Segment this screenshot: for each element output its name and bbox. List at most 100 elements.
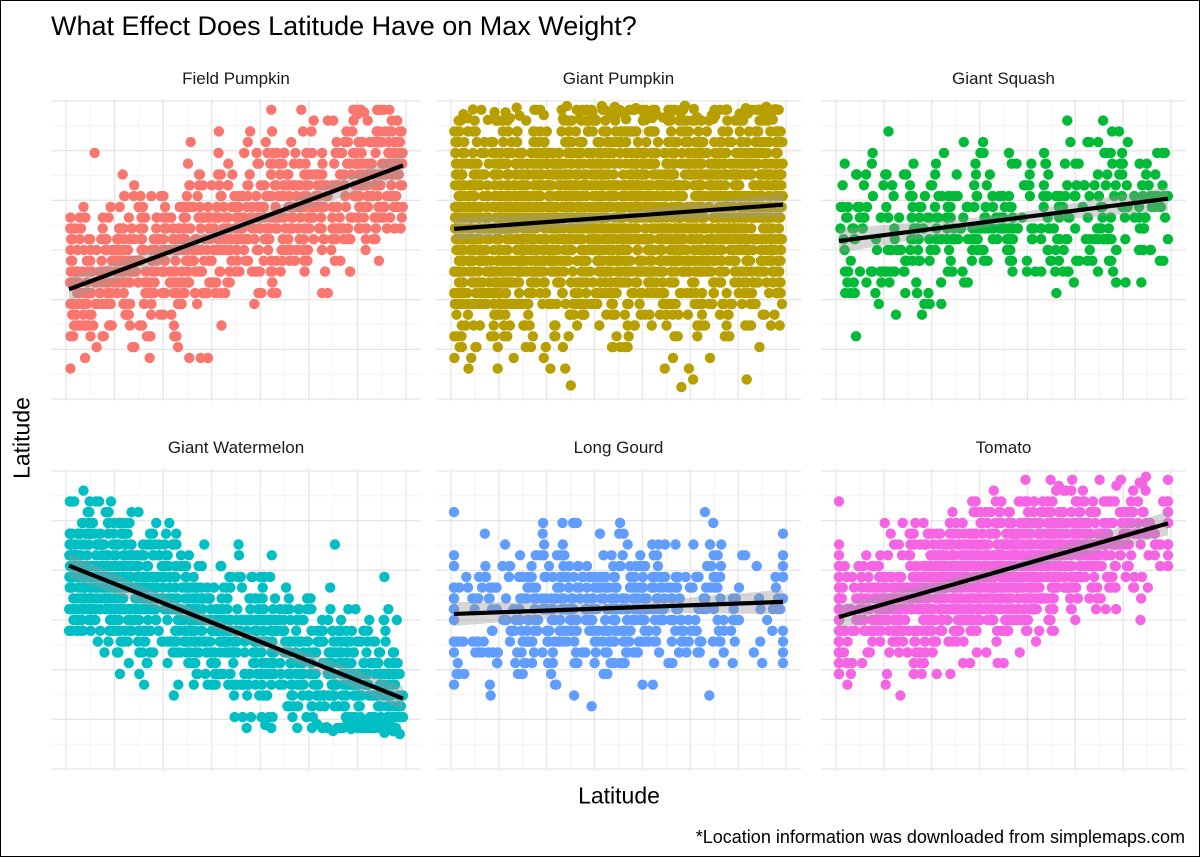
data-point <box>661 309 672 320</box>
data-point <box>1043 244 1054 256</box>
data-point <box>288 212 299 223</box>
data-point <box>604 158 615 169</box>
data-point <box>280 582 292 593</box>
data-point <box>397 147 408 159</box>
data-point <box>92 636 104 647</box>
data-point <box>611 266 623 277</box>
data-point <box>696 309 708 320</box>
data-point <box>307 711 318 723</box>
data-point <box>563 331 574 342</box>
data-point <box>66 582 77 593</box>
data-point <box>334 212 345 223</box>
data-point <box>117 169 128 180</box>
data-point <box>491 115 502 126</box>
data-point <box>158 190 169 202</box>
data-point <box>456 169 467 180</box>
data-point <box>693 126 704 137</box>
data-point <box>158 266 169 277</box>
data-point <box>372 105 383 116</box>
data-point <box>135 234 147 245</box>
data-point <box>269 180 280 191</box>
data-point <box>224 277 235 288</box>
data-point <box>645 255 656 266</box>
data-point <box>127 341 138 353</box>
data-point <box>502 147 513 159</box>
data-point <box>449 180 461 191</box>
data-point <box>608 341 619 353</box>
data-point <box>159 255 170 266</box>
data-point <box>1106 255 1117 266</box>
data-point <box>207 277 219 288</box>
data-point <box>360 244 371 256</box>
data-point <box>330 234 341 245</box>
data-point <box>580 287 592 299</box>
data-point <box>528 126 539 137</box>
data-point <box>635 309 646 320</box>
data-point <box>717 298 728 310</box>
data-point <box>222 180 233 191</box>
data-point <box>353 169 364 180</box>
data-point <box>170 266 181 277</box>
data-point <box>306 126 317 137</box>
data-point <box>114 201 125 213</box>
data-point <box>962 201 974 213</box>
data-point <box>255 180 266 191</box>
data-point <box>560 363 571 374</box>
data-point <box>383 604 394 615</box>
data-point <box>612 201 624 213</box>
data-point <box>175 550 187 561</box>
data-point <box>738 277 749 288</box>
data-point <box>226 201 237 213</box>
data-point <box>714 104 725 116</box>
data-point <box>298 190 309 202</box>
data-point <box>473 244 485 256</box>
data-point <box>1102 169 1113 180</box>
data-point <box>471 341 482 353</box>
data-point <box>189 287 201 299</box>
data-point <box>878 180 889 191</box>
data-point <box>467 147 479 159</box>
data-point <box>977 136 989 148</box>
data-point <box>721 287 732 299</box>
data-point <box>192 190 203 202</box>
data-point <box>765 320 777 331</box>
data-point <box>500 201 511 213</box>
data-point <box>574 158 585 169</box>
data-point <box>373 255 385 266</box>
data-point <box>924 255 935 266</box>
data-point <box>661 320 672 331</box>
data-point <box>456 320 467 331</box>
data-point <box>692 331 703 342</box>
data-point <box>101 234 112 245</box>
data-point <box>394 136 406 148</box>
data-point <box>914 255 925 266</box>
data-point <box>138 223 149 234</box>
data-point <box>168 690 179 701</box>
data-point <box>144 352 155 364</box>
data-point <box>943 244 955 256</box>
data-point <box>657 287 668 299</box>
data-point <box>1003 147 1015 159</box>
data-point <box>544 255 555 266</box>
data-point <box>362 180 373 191</box>
data-point <box>1018 180 1030 191</box>
data-point <box>745 147 756 159</box>
data-point <box>632 136 644 148</box>
data-point <box>773 277 785 288</box>
data-point <box>182 266 194 277</box>
data-point <box>65 363 76 374</box>
data-point <box>216 593 227 604</box>
data-point <box>503 180 514 191</box>
data-point <box>523 309 534 320</box>
data-point <box>538 266 549 277</box>
data-point <box>600 115 611 126</box>
data-point <box>560 136 571 148</box>
data-point <box>579 180 590 191</box>
data-point <box>370 147 381 159</box>
data-point <box>1113 126 1125 137</box>
data-point <box>223 158 234 169</box>
data-point <box>578 169 590 180</box>
data-point <box>361 647 372 658</box>
data-point <box>271 287 282 299</box>
data-point <box>624 169 635 180</box>
